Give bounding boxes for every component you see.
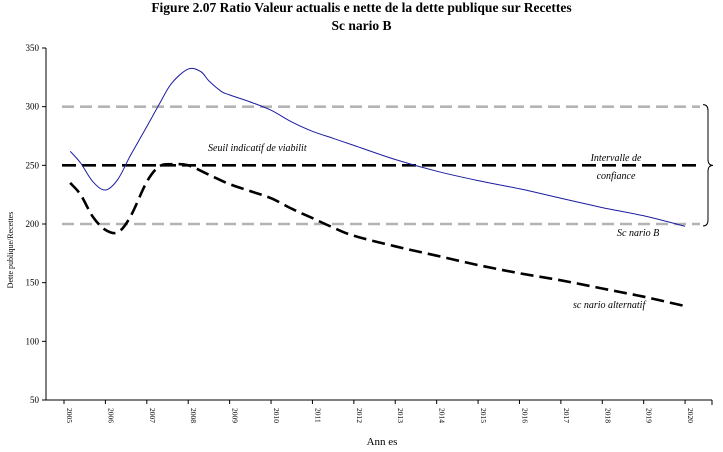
x-tick-label-2008: 2008 (189, 408, 198, 423)
x-tick-label-2016: 2016 (520, 408, 529, 423)
annotation-seuil: Seuil indicatif de viabilit (208, 143, 307, 154)
y-tick-label-200: 200 (26, 219, 40, 229)
reference-lines (62, 105, 700, 226)
y-tick-label-300: 300 (26, 102, 40, 112)
chart-title: Figure 2.07 Ratio Valeur actualis e nett… (151, 0, 572, 15)
x-tick-labels: 2005 2006 2007 2008 2009 2010 2011 2012 2013 2014… (65, 408, 695, 423)
series-line-scenario-b (69, 67, 686, 227)
x-axis-title: Ann es (367, 436, 398, 448)
annotation-intervalle-line1: Intervalle de (590, 153, 642, 164)
x-tick-label-2014: 2014 (438, 408, 447, 423)
x-tick-label-2012: 2012 (355, 408, 364, 423)
x-tick-label-2007: 2007 (148, 408, 157, 423)
series-group (69, 67, 686, 308)
y-axis-title: Dette publique/Recettes (6, 212, 15, 289)
y-tick-label-150: 150 (26, 278, 40, 288)
x-tick-label-2013: 2013 (396, 408, 405, 423)
x-tick-label-2020: 2020 (686, 408, 695, 423)
axes (42, 47, 713, 405)
x-tick-label-2019: 2019 (645, 408, 654, 423)
x-tick-label-2010: 2010 (272, 408, 281, 423)
annotation-scenario-b: Sc nario B (617, 228, 659, 239)
x-tick-label-2005: 2005 (65, 408, 74, 423)
x-tick-label-2011: 2011 (313, 408, 322, 423)
x-tick-label-2018: 2018 (603, 408, 612, 423)
y-tick-label-250: 250 (26, 160, 40, 170)
y-tick-label-50: 50 (30, 395, 40, 405)
annotation-scenario-alternatif: sc nario alternatif (573, 300, 646, 311)
y-tick-labels: 50 100 150 200 250 300 350 (26, 43, 40, 405)
annotation-intervalle-line2: confiance (597, 171, 636, 182)
y-tick-label-100: 100 (26, 336, 40, 346)
x-tick-label-2017: 2017 (562, 408, 571, 423)
series-line-scenario-alternatif (69, 162, 686, 308)
y-tick-label-350: 350 (26, 43, 40, 53)
confidence-brace (702, 104, 714, 227)
x-tick-label-2015: 2015 (479, 408, 488, 423)
x-tick-label-2006: 2006 (106, 408, 115, 423)
chart-subtitle: Sc nario B (331, 18, 392, 33)
x-tick-label-2009: 2009 (231, 408, 240, 423)
